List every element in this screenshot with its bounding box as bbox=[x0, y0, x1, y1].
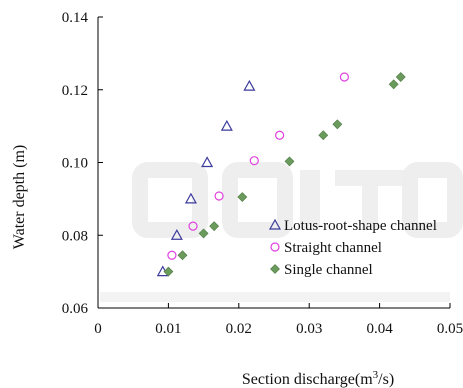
data-point bbox=[318, 130, 329, 141]
y-tick-label: 0.14 bbox=[62, 10, 89, 26]
data-point bbox=[249, 156, 259, 166]
data-point bbox=[177, 250, 188, 261]
x-tick-label: 0.05 bbox=[437, 321, 463, 337]
axes: 0.06 0.08 0.10 0.12 0.14 0 0.01 0.02 0.03 0.04 0.0… bbox=[62, 10, 463, 337]
data-point bbox=[395, 72, 406, 82]
data-point bbox=[170, 229, 183, 240]
data-point bbox=[339, 72, 349, 82]
data-point bbox=[184, 192, 197, 204]
x-tick-label: 0.03 bbox=[296, 321, 322, 337]
y-tick-label: 0.06 bbox=[62, 301, 89, 317]
data-point bbox=[220, 119, 233, 131]
legend-item: Lotus-root-shape channel bbox=[268, 218, 437, 234]
y-axis-label: Water depth (m) bbox=[11, 145, 28, 249]
legend-marker bbox=[270, 242, 280, 252]
legend-marker bbox=[270, 264, 280, 274]
legend-item: Straight channel bbox=[270, 240, 382, 256]
series-0 bbox=[156, 79, 256, 277]
legend-label: Single channel bbox=[284, 262, 373, 278]
legend-label: Lotus-root-shape channel bbox=[284, 218, 437, 234]
x-axis-label: Section discharge(m3/s) bbox=[242, 369, 394, 388]
data-point bbox=[243, 79, 256, 91]
data-point bbox=[214, 191, 224, 201]
y-tick-label: 0.12 bbox=[62, 83, 88, 99]
y-tick-label: 0.10 bbox=[62, 156, 88, 172]
series-2 bbox=[163, 72, 406, 277]
data-point bbox=[198, 228, 209, 239]
y-tick-label: 0.08 bbox=[62, 228, 88, 244]
x-tick-label: 0.02 bbox=[226, 321, 252, 337]
legend: Lotus-root-shape channel Straight channel… bbox=[268, 218, 437, 278]
data-point bbox=[332, 119, 343, 130]
data-points bbox=[156, 72, 406, 277]
data-point bbox=[275, 130, 285, 140]
data-point bbox=[163, 266, 174, 277]
legend-label: Straight channel bbox=[284, 240, 382, 256]
data-point bbox=[201, 156, 214, 168]
legend-marker bbox=[268, 218, 282, 230]
data-point bbox=[237, 192, 248, 202]
data-point bbox=[284, 156, 295, 167]
data-point bbox=[209, 221, 220, 232]
series-1 bbox=[167, 72, 349, 260]
x-tick-label: 0.01 bbox=[155, 321, 181, 337]
x-tick-label: 0 bbox=[94, 321, 102, 337]
data-point bbox=[188, 221, 198, 231]
data-point bbox=[167, 250, 177, 260]
legend-item: Single channel bbox=[270, 262, 373, 278]
x-tick-label: 0.04 bbox=[366, 321, 393, 337]
data-point bbox=[388, 79, 399, 90]
